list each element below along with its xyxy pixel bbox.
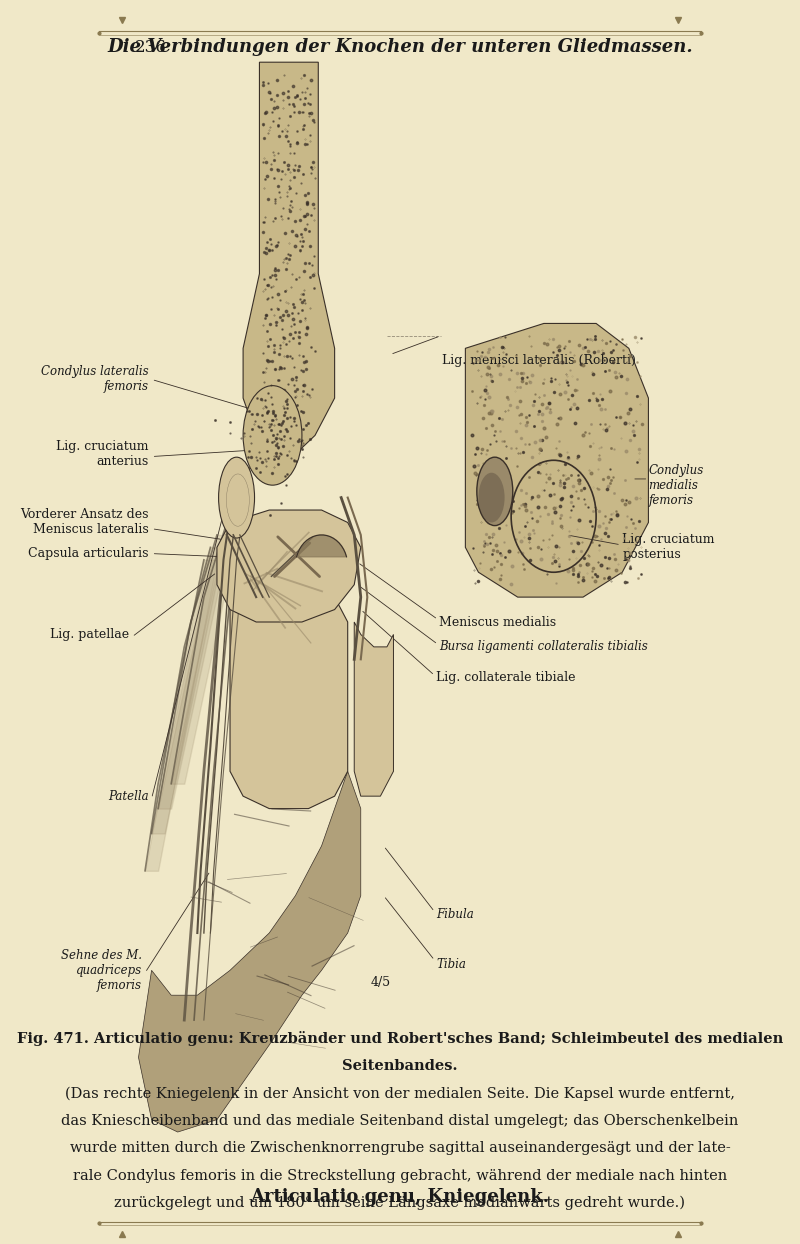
Text: Condylus
medialis
femoris: Condylus medialis femoris — [649, 464, 704, 506]
Text: Tibia: Tibia — [436, 958, 466, 970]
Text: Die Verbindungen der Knochen der unteren Gliedmassen.: Die Verbindungen der Knochen der unteren… — [107, 39, 693, 56]
Text: Lig. patellae: Lig. patellae — [50, 628, 129, 641]
Text: Patella: Patella — [108, 790, 148, 802]
Polygon shape — [138, 771, 361, 1132]
Ellipse shape — [243, 386, 302, 485]
Polygon shape — [354, 622, 394, 796]
Text: Lig. cruciatum
anterius: Lig. cruciatum anterius — [56, 440, 148, 468]
Text: Sehne des M.
quadriceps
femoris: Sehne des M. quadriceps femoris — [61, 949, 142, 991]
Text: Articulatio genu, Kniegelenk.: Articulatio genu, Kniegelenk. — [250, 1188, 550, 1205]
Text: 236: 236 — [135, 39, 167, 56]
Text: rale Condylus femoris in die Streckstellung gebracht, während der mediale nach h: rale Condylus femoris in die Streckstell… — [73, 1168, 727, 1183]
Polygon shape — [297, 535, 346, 557]
Text: wurde mitten durch die Zwischenknorrengrube sagittal auseinandergesägt und der l: wurde mitten durch die Zwischenknorrengr… — [70, 1141, 730, 1156]
Text: Bursa ligamenti collateralis tibialis: Bursa ligamenti collateralis tibialis — [439, 641, 648, 653]
Text: Lig. cruciatum
posterius: Lig. cruciatum posterius — [622, 534, 714, 561]
Text: Condylus lateralis
femoris: Condylus lateralis femoris — [41, 366, 148, 393]
Text: Capsula articularis: Capsula articularis — [28, 547, 148, 560]
Text: Lig. collaterale tibiale: Lig. collaterale tibiale — [436, 672, 575, 684]
Text: (Das rechte Kniegelenk in der Ansicht von der medialen Seite. Die Kapsel wurde e: (Das rechte Kniegelenk in der Ansicht vo… — [65, 1086, 735, 1101]
Polygon shape — [243, 62, 334, 460]
Ellipse shape — [218, 458, 254, 537]
Text: 4/5: 4/5 — [370, 977, 390, 989]
Text: Meniscus medialis: Meniscus medialis — [439, 616, 556, 628]
Text: Lig. menisci lateralis (Roberti): Lig. menisci lateralis (Roberti) — [442, 355, 636, 367]
Polygon shape — [230, 535, 348, 809]
Text: Seitenbandes.: Seitenbandes. — [342, 1059, 458, 1074]
Text: zurückgelegt und um 180° um seine Längsaxe medianwärts gedreht wurde.): zurückgelegt und um 180° um seine Längsa… — [114, 1195, 686, 1210]
Polygon shape — [217, 510, 361, 622]
Ellipse shape — [478, 473, 505, 522]
Polygon shape — [466, 323, 649, 597]
Text: Vorderer Ansatz des
Meniscus lateralis: Vorderer Ansatz des Meniscus lateralis — [20, 509, 148, 536]
Text: das Kniescheibenband und das mediale Seitenband distal umgelegt; das Oberschenke: das Kniescheibenband und das mediale Sei… — [62, 1113, 738, 1128]
Ellipse shape — [477, 457, 513, 525]
Text: Fig. 471. Articulatio genu: Kreuzbänder und Robert'sches Band; Schleimbeutel des: Fig. 471. Articulatio genu: Kreuzbänder … — [17, 1031, 783, 1046]
Text: Fibula: Fibula — [436, 908, 474, 921]
